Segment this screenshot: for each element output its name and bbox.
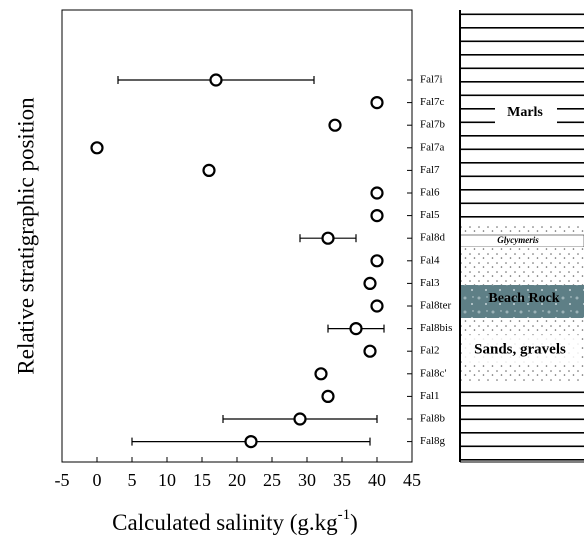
x-tick-label: 25 xyxy=(263,470,281,490)
point xyxy=(244,435,258,449)
x-label-sup: -1 xyxy=(338,507,351,523)
category-label: Fal5 xyxy=(420,209,440,221)
x-tick-label: 5 xyxy=(128,470,137,490)
x-tick-label: 30 xyxy=(298,470,316,490)
category-label: Fal2 xyxy=(420,345,440,357)
x-tick-label: 0 xyxy=(93,470,102,490)
category-label: Fal8c' xyxy=(420,367,446,379)
category-label: Fal6 xyxy=(420,187,440,199)
x-tick-label: 40 xyxy=(368,470,386,490)
point xyxy=(349,322,363,336)
point xyxy=(202,163,216,177)
point xyxy=(90,141,104,155)
category-label: Fal7a xyxy=(420,141,445,153)
category-label: Fal7b xyxy=(420,119,446,131)
category-label: Fal8g xyxy=(420,435,446,447)
category-label: Fal3 xyxy=(420,277,440,289)
point xyxy=(321,231,335,245)
category-label: Fal8ter xyxy=(420,300,451,312)
x-tick-label: 45 xyxy=(403,470,421,490)
point xyxy=(293,412,307,426)
lithology-label: Glycymeris xyxy=(497,235,539,245)
x-tick-label: 20 xyxy=(228,470,246,490)
point xyxy=(370,186,384,200)
point xyxy=(363,276,377,290)
category-label: Fal4 xyxy=(420,254,440,266)
x-label-suffix: ) xyxy=(350,510,358,535)
lithology-label: Sands, gravels xyxy=(474,341,566,357)
x-tick-label: 15 xyxy=(193,470,211,490)
category-label: Fal7i xyxy=(420,74,443,86)
category-label: Fal8d xyxy=(420,232,446,244)
point xyxy=(328,118,342,132)
x-axis-label: Calculated salinity (g.kg-1) xyxy=(112,507,358,535)
x-label-text: Calculated salinity (g.kg xyxy=(112,510,338,535)
point xyxy=(370,95,384,110)
point xyxy=(370,209,384,223)
x-tick-label: 35 xyxy=(333,470,351,490)
lithology-label: Marls xyxy=(507,105,543,120)
point xyxy=(370,254,384,268)
point xyxy=(370,299,384,313)
point xyxy=(314,367,328,381)
point xyxy=(209,73,223,87)
category-label: Fal1 xyxy=(420,390,440,402)
lithology-column xyxy=(459,10,584,463)
point xyxy=(363,344,377,358)
category-label: Fal8bis xyxy=(420,322,452,334)
category-label: Fal8b xyxy=(420,413,446,425)
category-label: Fal7 xyxy=(420,164,440,176)
y-axis-label: Relative stratigraphic position xyxy=(13,97,38,375)
point xyxy=(321,389,335,403)
plot-frame xyxy=(61,9,413,463)
category-label: Fal7c xyxy=(420,96,445,108)
x-tick-label: 10 xyxy=(158,470,176,490)
lithology-label: Beach Rock xyxy=(488,291,559,306)
x-tick-label: -5 xyxy=(55,470,70,490)
